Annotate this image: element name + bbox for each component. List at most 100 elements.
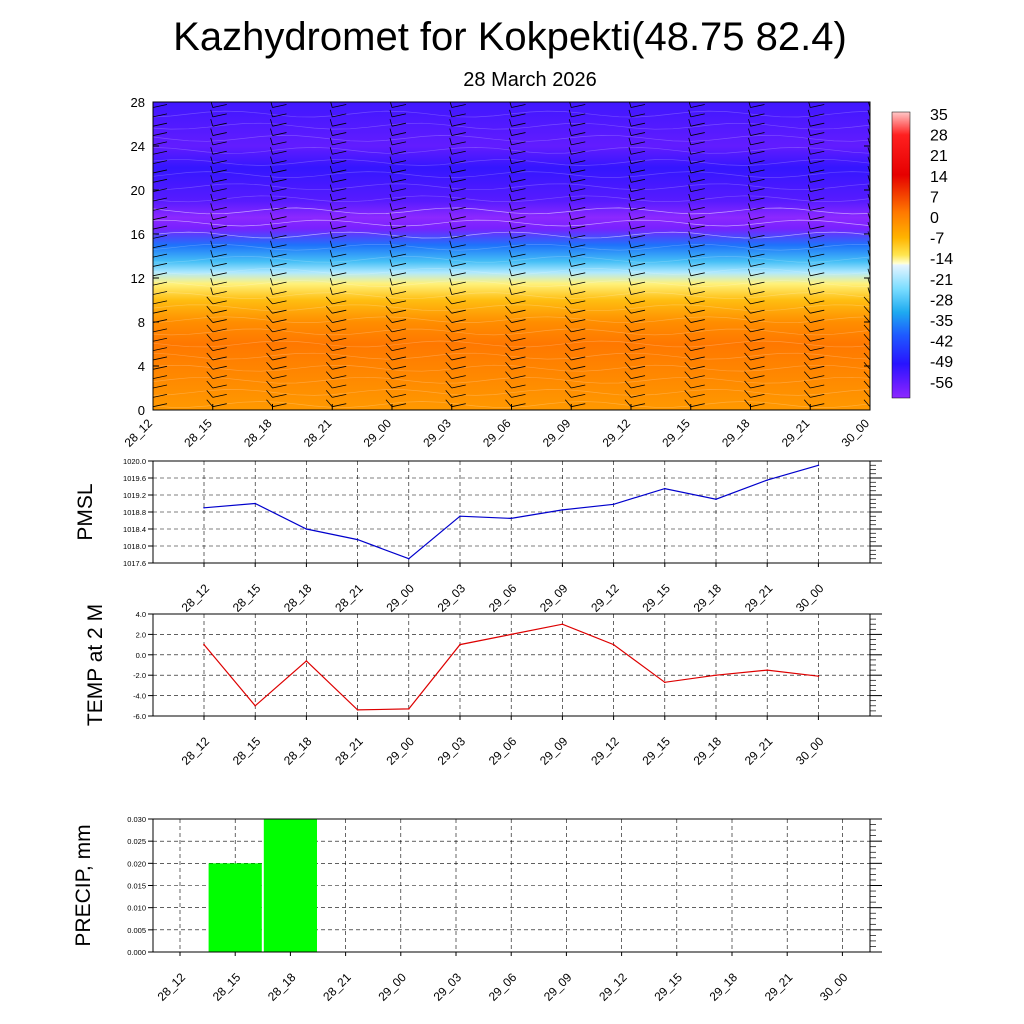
wind-barb-flag	[272, 337, 287, 342]
wind-barb-flag	[690, 160, 705, 164]
wind-barb	[505, 399, 512, 407]
wind-barb-flag	[571, 197, 586, 202]
data-point	[612, 503, 615, 506]
y-axis-label: PMSL	[74, 483, 97, 540]
wind-barb-flag	[153, 160, 168, 164]
wind-barb-flag	[391, 291, 407, 295]
colorbar-label: -56	[930, 375, 953, 392]
wind-barb-flag	[451, 150, 466, 155]
wind-barb	[329, 147, 333, 155]
wind-barb-flag	[630, 328, 646, 333]
wind-barb	[684, 296, 692, 305]
wind-barb-flag	[630, 169, 646, 174]
x-tick-label: 29_09	[537, 734, 571, 768]
colorbar-label: -14	[930, 251, 953, 268]
wind-barb-flag	[212, 150, 227, 155]
wind-barb-flag	[630, 132, 646, 136]
x-tick-label: 29_21	[742, 581, 776, 615]
colorbar-labels: 35 28 21 14 7 0 -7 -14 -21 -28 -35 -42 -49 -56	[930, 107, 953, 392]
x-tick-label: 29_12	[588, 581, 622, 615]
wind-barb	[684, 362, 692, 370]
wind-barb	[684, 315, 692, 323]
wind-barb-flag	[690, 104, 705, 108]
wind-barb	[505, 333, 512, 342]
wind-barb	[449, 147, 453, 155]
wind-barb-flag	[332, 403, 347, 408]
wind-barb	[807, 268, 811, 276]
wind-barb-flag	[571, 272, 586, 277]
x-tick-label: 29_21	[762, 970, 796, 1004]
wind-barb	[808, 102, 811, 108]
wind-barb-flag	[391, 188, 407, 193]
wind-barb	[564, 315, 572, 323]
data-point	[408, 708, 410, 710]
wind-barb-flag	[332, 141, 347, 146]
wind-barb-flag	[272, 244, 287, 249]
colorbar-label: -35	[930, 313, 953, 330]
wind-barb-flag	[511, 253, 526, 258]
wind-barb-flag	[153, 141, 168, 146]
wind-barb-flag	[212, 365, 227, 370]
colorbar-label: -28	[930, 292, 953, 309]
wind-barb	[509, 221, 512, 230]
colorbar-label: 7	[930, 189, 939, 206]
wind-barb	[505, 371, 512, 379]
wind-barb	[564, 371, 572, 379]
x-tick-label: 28_12	[155, 970, 189, 1004]
wind-barb-flag	[810, 225, 825, 230]
wind-barb	[389, 193, 393, 202]
wind-barb-flag	[451, 206, 466, 211]
y-tick-label: 1017.6	[123, 559, 146, 568]
wind-barb	[153, 396, 154, 398]
wind-barb-flag	[451, 122, 466, 127]
wind-barb-flag	[511, 169, 526, 174]
wind-barb-flag	[690, 300, 705, 305]
y-tick-label: 0.005	[127, 926, 146, 935]
wind-barb-flag	[212, 216, 227, 221]
wind-barb-flag	[391, 263, 407, 267]
data-point	[459, 643, 461, 646]
wind-barb	[206, 371, 214, 379]
wind-barb-flag	[571, 281, 586, 286]
contour-line	[153, 243, 870, 251]
wind-barb-flag	[571, 122, 586, 127]
y-tick-label: 0.025	[127, 837, 146, 846]
wind-barb-flag	[571, 375, 586, 380]
wind-barb-flag	[810, 375, 825, 380]
x-tick-label: 29_15	[639, 581, 673, 615]
wind-barb-flag	[153, 104, 168, 108]
wind-barb	[325, 390, 333, 398]
wind-barb	[329, 278, 333, 286]
wind-barb-flag	[332, 188, 347, 193]
wind-barb-flag	[630, 253, 646, 258]
wind-barb	[329, 249, 333, 258]
wind-barb-flag	[153, 337, 168, 342]
wind-barb-flag	[391, 300, 407, 305]
wind-barb-flag	[511, 197, 526, 202]
x-tick-label: 28_15	[210, 970, 244, 1004]
wind-barb	[629, 102, 632, 108]
wind-barb	[568, 221, 572, 230]
wind-barb-flag	[511, 244, 526, 249]
wind-barb-flag	[451, 225, 466, 230]
wind-barb	[509, 259, 512, 267]
wind-barb-flag	[272, 328, 287, 333]
wind-barb-flag	[869, 378, 870, 379]
wind-barb-flag	[451, 337, 466, 342]
wind-barb	[449, 137, 453, 146]
wind-barb	[509, 137, 512, 146]
wind-barb-flag	[451, 132, 466, 136]
contour-line	[153, 316, 870, 324]
wind-barb-flag	[690, 225, 705, 230]
wind-barb	[803, 371, 811, 379]
y-tick-label: -6.0	[133, 712, 146, 721]
wind-barb-flag	[153, 300, 168, 305]
wind-barb	[449, 184, 453, 192]
wind-barb	[505, 390, 512, 398]
wind-barb	[153, 349, 154, 351]
wind-barb	[266, 324, 273, 333]
wind-barb-flag	[451, 113, 466, 118]
wind-barb-flag	[451, 263, 466, 267]
data-point	[510, 517, 512, 520]
